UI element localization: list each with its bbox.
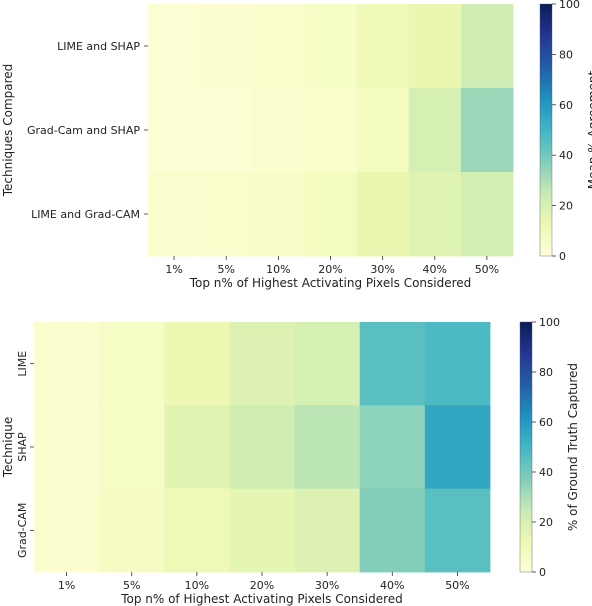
heatmap-cell [356,4,410,89]
colorbar [519,321,533,573]
colorbar-tick-label: 60 [539,416,553,429]
x-tick-label: 5% [123,579,140,592]
heatmap-cell [229,322,295,406]
x-tick-label: 5% [217,263,234,276]
heatmap-cell [164,488,230,573]
heatmap-cell [34,322,100,406]
x-axis-label: Top n% of Highest Activating Pixels Cons… [120,592,403,606]
y-tick-label: LIME and SHAP [57,40,140,53]
heatmap-cell [460,4,514,89]
colorbar-tick-label: 40 [539,466,553,479]
colorbar-tick-label: 20 [559,200,573,213]
heatmap-cell [460,88,514,173]
heatmap-cell [424,322,491,406]
y-tick-label: LIME [16,351,29,377]
colorbar-tick-label: 100 [539,316,560,329]
heatmap-cell [359,488,426,573]
heatmap-cell [148,172,201,257]
y-tick-label: Grad-CAM [16,503,29,558]
heatmap-cell [424,405,491,490]
heatmap-cell [148,4,201,89]
heatmap-cell [252,4,305,89]
heatmap-cell [294,488,361,573]
heatmap-cell [408,88,462,173]
heatmap-cell [229,488,295,573]
heatmap-cell [356,172,410,257]
colorbar [539,3,553,257]
y-axis-label: Technique [1,417,15,478]
heatmap-cell [229,405,295,490]
heatmap-cell [424,488,491,573]
heatmap-cell [148,88,201,173]
colorbar-label: Mean % Agreement [586,71,592,190]
x-tick-label: 1% [58,579,75,592]
heatmap-cell [200,88,253,173]
x-tick-label: 40% [423,263,447,276]
colorbar-label: % of Ground Truth Captured [566,363,580,531]
y-tick-label: SHAP [16,432,29,462]
y-tick-label: LIME and Grad-CAM [31,208,140,221]
heatmap-cell [164,322,230,406]
heatmap-cell [304,4,357,89]
colorbar-tick-label: 80 [539,366,553,379]
heatmap-cell [200,4,253,89]
x-tick-label: 20% [318,263,342,276]
heatmap-cell [359,322,426,406]
x-tick-label: 50% [475,263,499,276]
colorbar-tick-label: 60 [559,99,573,112]
heatmap-cell [460,172,514,257]
x-tick-label: 20% [250,579,274,592]
y-tick-label: Grad-Cam and SHAP [27,124,140,137]
heatmap-cell [200,172,253,257]
colorbar-tick-label: 0 [559,250,566,263]
x-tick-label: 10% [185,579,209,592]
heatmap-cell [304,88,357,173]
heatmap-cell [294,405,361,490]
heatmap-cell [34,488,100,573]
heatmap-cell [99,488,165,573]
colorbar-tick-label: 20 [539,516,553,529]
colorbar-tick-label: 40 [559,149,573,162]
heatmap-cell [252,172,305,257]
x-tick-label: 30% [370,263,394,276]
colorbar-tick-label: 0 [539,566,546,579]
heatmap-cell [252,88,305,173]
heatmap-cell [408,4,462,89]
x-tick-label: 10% [266,263,290,276]
colorbar-tick-label: 80 [559,48,573,61]
heatmap-cell [356,88,410,173]
colorbar-tick-label: 100 [559,0,580,11]
heatmap-cell [359,405,426,490]
heatmap-cell [408,172,462,257]
heatmap-cell [304,172,357,257]
x-tick-label: 1% [165,263,182,276]
x-axis-label: Top n% of Highest Activating Pixels Cons… [189,276,472,290]
heatmap-cell [34,405,100,490]
x-tick-label: 40% [380,579,404,592]
heatmap-cell [99,405,165,490]
heatmap-cell [99,322,165,406]
heatmap-cell [164,405,230,490]
heatmap-cell [294,322,361,406]
y-axis-label: Techniques Compared [1,64,15,198]
x-tick-label: 50% [445,579,469,592]
x-tick-label: 30% [315,579,339,592]
